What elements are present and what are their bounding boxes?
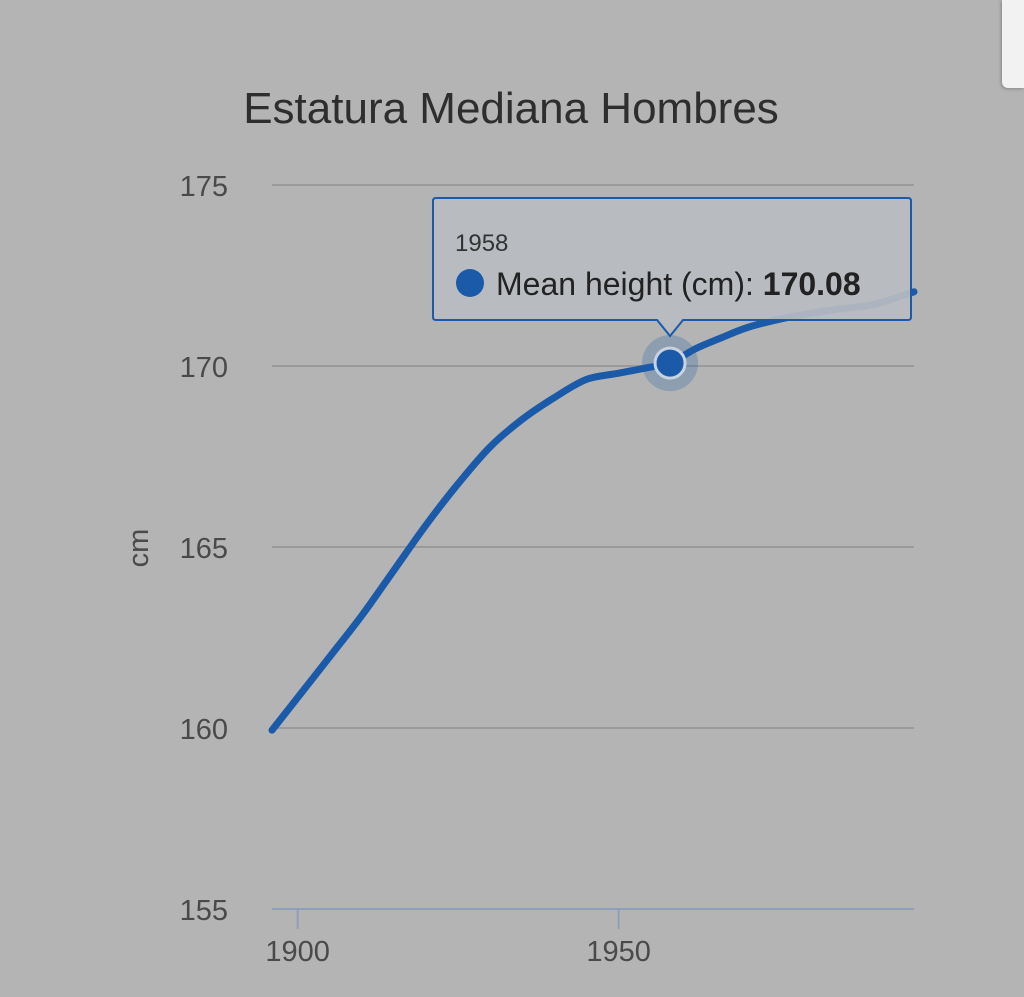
x-tick-label-1900: 1900 — [265, 936, 330, 968]
x-tick-label-1950: 1950 — [586, 936, 651, 968]
series-line-0 — [268, 288, 918, 734]
tooltip-series-label: Mean height (cm): — [496, 266, 763, 302]
gridlines — [272, 184, 914, 729]
scrollbar[interactable] — [1002, 0, 1024, 88]
y-tick-label-165: 165 — [180, 533, 228, 565]
tooltip-box — [432, 197, 912, 338]
y-tick-label-175: 175 — [180, 171, 228, 203]
tooltip-value: 170.08 — [763, 266, 861, 302]
tooltip-series-marker — [456, 269, 484, 297]
tooltip-series-text: Mean height (cm): 170.08 — [496, 266, 861, 302]
y-tick-label-160: 160 — [180, 714, 228, 746]
y-axis-label: cm — [123, 529, 155, 568]
series-group — [268, 288, 918, 734]
x-axis: 1900 1950 — [265, 908, 914, 968]
tooltip-x-label: 1958 — [455, 230, 508, 257]
tooltip: 1958 Mean height (cm): 170.08 — [432, 197, 912, 338]
y-tick-label-170: 170 — [180, 352, 228, 384]
y-axis-tick-labels: 155 160 165 170 175 — [180, 171, 228, 927]
chart-title: Estatura Mediana Hombres — [243, 84, 779, 133]
hover-point[interactable] — [653, 346, 687, 380]
y-tick-label-155: 155 — [180, 895, 228, 927]
